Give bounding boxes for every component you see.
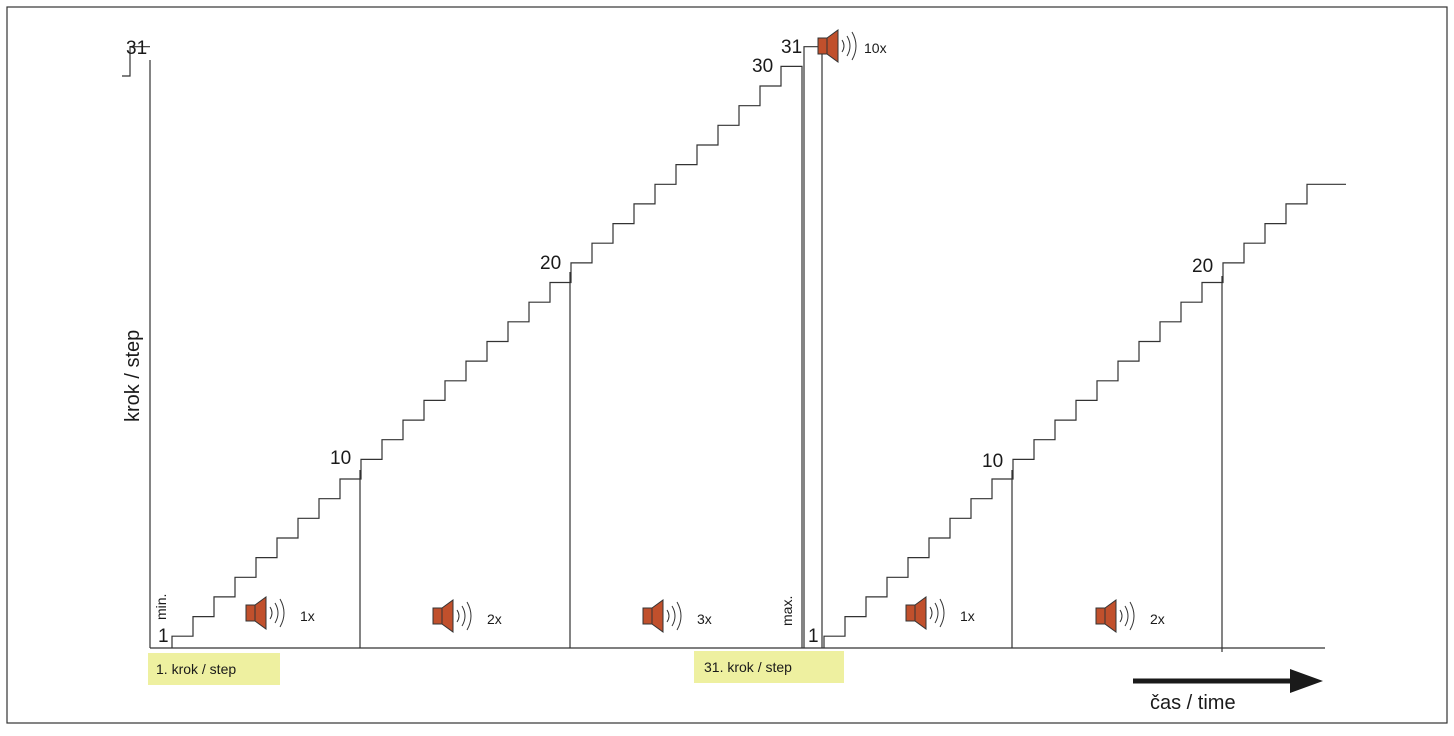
y-axis-label: krok / step (122, 330, 144, 422)
beep-group: 1x (905, 596, 975, 630)
marker-min: min. (153, 594, 169, 620)
phase2-staircase (823, 183, 1346, 648)
beep-group-peak: 10x (817, 29, 887, 63)
first-step-box: 1. krok / step (148, 653, 280, 685)
label-phase1-20: 20 (540, 253, 561, 274)
beep-count: 2x (1150, 611, 1165, 627)
label-phase2-20: 20 (1192, 256, 1213, 277)
speaker-icon (245, 596, 285, 630)
label-phase1-10: 10 (330, 448, 351, 469)
last-step-text: 31. krok / step (704, 659, 792, 675)
peak-step-line (803, 46, 823, 648)
beep-count: 3x (697, 611, 712, 627)
label-start-31: 31 (126, 38, 147, 59)
label-phase1-1: 1 (158, 626, 169, 647)
speaker-icon (642, 599, 682, 633)
arrow-right-icon (1133, 669, 1323, 693)
first-step-text: 1. krok / step (156, 661, 236, 677)
x-axis-label: čas / time (1150, 692, 1236, 714)
label-phase2-1: 1 (808, 626, 819, 647)
label-peak-31: 31 (781, 37, 802, 58)
beep-count: 10x (864, 40, 887, 56)
beep-group: 2x (1095, 599, 1165, 633)
speaker-icon (905, 596, 945, 630)
label-phase2-10: 10 (982, 451, 1003, 472)
label-phase1-30: 30 (752, 56, 773, 77)
beep-group: 2x (432, 599, 502, 633)
beep-group: 3x (642, 599, 712, 633)
start-level-line (122, 46, 150, 77)
beep-count: 1x (960, 608, 975, 624)
speaker-icon (1095, 599, 1135, 633)
speaker-icon (817, 29, 857, 63)
outer-frame (6, 6, 1448, 724)
beep-count: 1x (300, 608, 315, 624)
beep-count: 2x (487, 611, 502, 627)
beep-group: 1x (245, 596, 315, 630)
phase1-staircase (171, 65, 803, 648)
speaker-icon (432, 599, 472, 633)
last-step-box: 31. krok / step (694, 651, 844, 683)
marker-max: max. (779, 596, 795, 626)
